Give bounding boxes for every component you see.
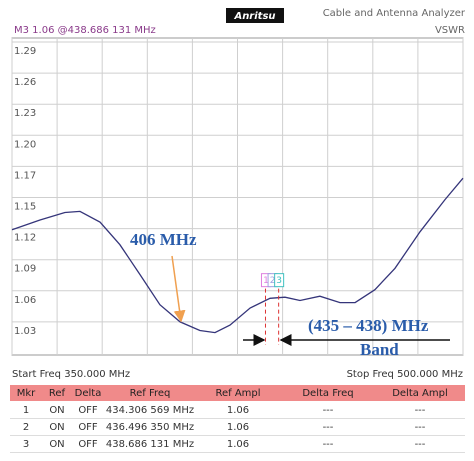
- y-tick-label: 1.15: [14, 202, 36, 213]
- table-cell: OFF: [78, 405, 98, 416]
- annotation-arrow: [171, 255, 186, 323]
- table-cell: 2: [23, 422, 29, 433]
- table-cell: 1: [23, 405, 29, 416]
- marker-label: 3: [276, 276, 282, 286]
- marker-readout: M3 1.06 @438.686 131 MHz: [14, 25, 156, 36]
- mode: VSWR: [435, 25, 465, 36]
- y-tick-label: 1.20: [14, 139, 36, 150]
- trace: [11, 177, 464, 334]
- marker-box: [274, 273, 285, 288]
- annotation: 406 MHz: [130, 230, 197, 249]
- table-header: Mkr: [17, 388, 36, 399]
- table-cell: ON: [49, 405, 64, 416]
- annotation: (435 – 438) MHz: [308, 316, 429, 335]
- logo-box: [226, 8, 284, 23]
- annotation: Band: [360, 340, 399, 359]
- y-tick-label: 1.29: [14, 46, 36, 57]
- table-cell: ---: [415, 405, 426, 416]
- table-cell: ---: [323, 439, 334, 450]
- table-cell: OFF: [78, 439, 98, 450]
- table-header: Ref Freq: [130, 388, 171, 399]
- plot: 1.29 1.26 1.23 1.20 1.17 1.15 1.12 1.09 1.06 1.03…: [11, 38, 464, 355]
- y-tick-label: 1.09: [14, 264, 36, 275]
- table-cell: 436.496 350 MHz: [106, 422, 194, 433]
- start-freq: Start Freq 350.000 MHz: [12, 369, 130, 380]
- table-header: Delta Ampl: [392, 388, 448, 399]
- table-header: Ref: [49, 388, 66, 399]
- marker-label: 2: [270, 276, 276, 286]
- table-cell: 438.686 131 MHz: [106, 439, 194, 450]
- y-tick-label: 1.23: [14, 108, 36, 119]
- marker-table: Mkr Ref Delta Ref Freq Ref Ampl Delta Freq Del…: [10, 388, 465, 453]
- instrument-name: Cable and Antenna Analyzer: [323, 8, 466, 19]
- table-header-bar: [10, 385, 465, 401]
- table-cell: 3: [23, 439, 29, 450]
- logo: Anritsu: [233, 11, 275, 22]
- table-cell: ON: [49, 422, 64, 433]
- table-header: Ref Ampl: [215, 388, 260, 399]
- y-tick-label: 1.17: [14, 170, 36, 181]
- table-cell: 1.06: [227, 422, 249, 433]
- marker-label: 1: [263, 276, 269, 286]
- stop-freq: Stop Freq 500.000 MHz: [347, 369, 463, 380]
- table-header: Delta Freq: [302, 388, 353, 399]
- y-tick-label: 1.26: [14, 77, 36, 88]
- table-cell: ---: [415, 422, 426, 433]
- table-cell: ---: [323, 405, 334, 416]
- table-cell: 1.06: [227, 405, 249, 416]
- table-cell: ---: [415, 439, 426, 450]
- table-cell: 434.306 569 MHz: [106, 405, 194, 416]
- table-cell: OFF: [78, 422, 98, 433]
- table-cell: 1.06: [227, 439, 249, 450]
- table-header: Delta: [75, 388, 102, 399]
- y-tick-label: 1.12: [14, 233, 36, 244]
- table-cell: ON: [49, 439, 64, 450]
- y-tick-label: 1.03: [14, 326, 36, 337]
- table-cell: ---: [323, 422, 334, 433]
- y-tick-label: 1.06: [14, 295, 36, 306]
